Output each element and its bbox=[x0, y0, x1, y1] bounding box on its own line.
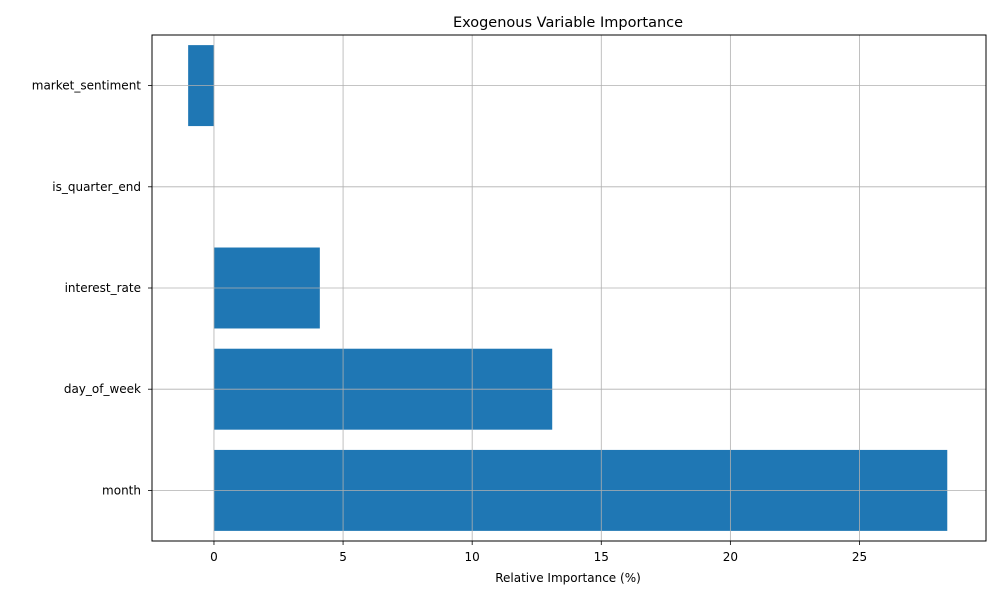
x-axis-ticks: 0 5 10 15 20 25 bbox=[210, 541, 867, 564]
x-tick-label: 0 bbox=[210, 550, 218, 564]
y-tick-label: is_quarter_end bbox=[52, 180, 141, 194]
y-axis-ticks: month day_of_week interest_rate is_quarter_… bbox=[32, 79, 152, 497]
y-tick-label: market_sentiment bbox=[32, 79, 142, 93]
x-tick-label: 25 bbox=[852, 550, 867, 564]
x-tick-label: 10 bbox=[465, 550, 480, 564]
x-tick-label: 20 bbox=[723, 550, 738, 564]
x-tick-label: 5 bbox=[339, 550, 347, 564]
y-tick-label: month bbox=[102, 483, 141, 497]
grid-lines bbox=[152, 35, 986, 541]
x-axis-label: Relative Importance (%) bbox=[495, 571, 641, 585]
chart-title: Exogenous Variable Importance bbox=[453, 15, 683, 31]
y-tick-label: interest_rate bbox=[65, 281, 141, 295]
y-tick-label: day_of_week bbox=[64, 382, 141, 396]
x-tick-label: 15 bbox=[594, 550, 609, 564]
